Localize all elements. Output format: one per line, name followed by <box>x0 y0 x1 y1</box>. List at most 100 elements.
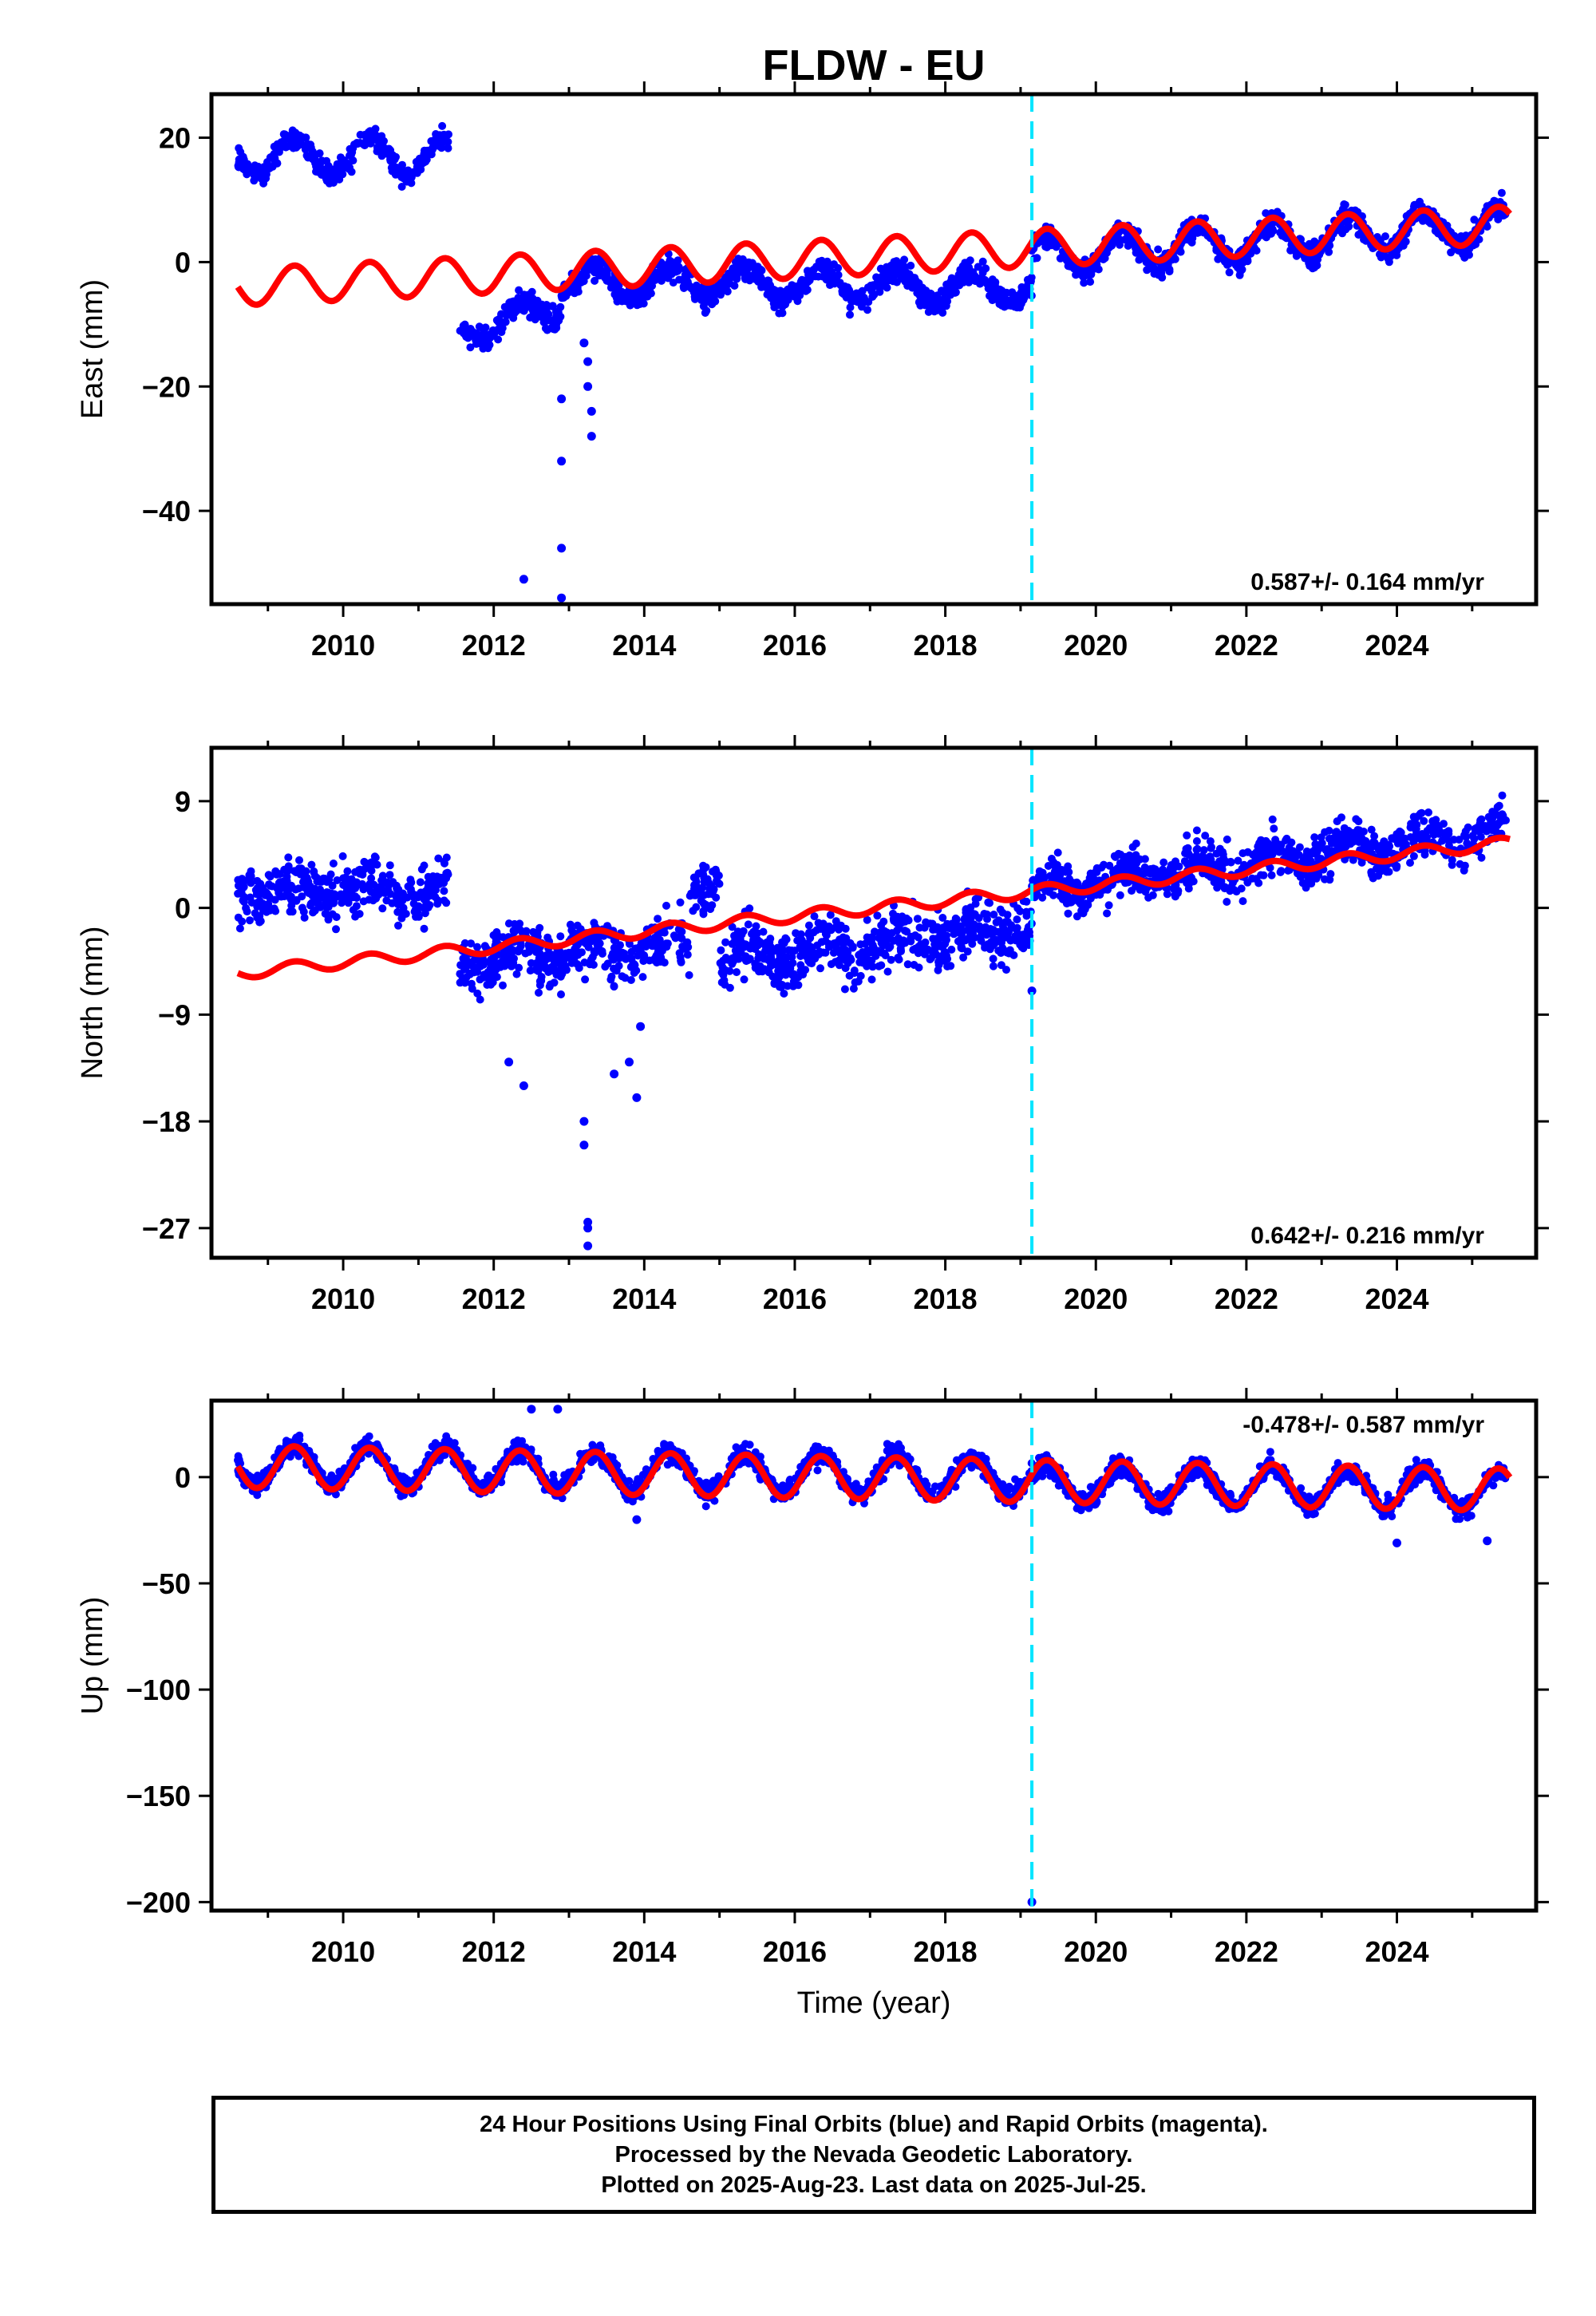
data-point <box>1295 843 1304 852</box>
data-point <box>946 288 955 297</box>
data-point <box>527 958 535 967</box>
x-tick-label: 2022 <box>1215 1282 1278 1315</box>
data-point <box>669 279 678 287</box>
data-point <box>1114 238 1123 247</box>
data-point <box>1161 263 1169 272</box>
data-point <box>1206 852 1215 861</box>
data-point <box>634 951 642 960</box>
data-point <box>298 892 306 901</box>
data-point <box>692 903 701 911</box>
data-point <box>427 150 436 159</box>
data-point <box>1460 861 1469 870</box>
data-point <box>484 344 492 353</box>
data-point <box>429 872 437 880</box>
data-point <box>630 969 638 977</box>
data-point <box>910 961 918 969</box>
data-point <box>626 295 635 304</box>
data-point <box>829 948 838 957</box>
data-point <box>310 888 319 897</box>
y-tick-label: 20 <box>159 122 191 155</box>
data-point <box>1468 832 1477 840</box>
data-point <box>1367 825 1376 834</box>
data-point <box>1217 877 1226 886</box>
data-point <box>423 892 432 901</box>
data-point <box>1051 873 1060 882</box>
data-point <box>1296 872 1305 881</box>
outlier-point <box>632 1093 642 1102</box>
data-point <box>393 907 402 916</box>
data-point <box>1201 832 1210 840</box>
data-point <box>1238 897 1247 906</box>
data-point <box>903 914 911 923</box>
data-point <box>964 926 972 935</box>
data-point <box>890 258 899 267</box>
data-point <box>1239 864 1248 872</box>
data-point <box>857 302 866 311</box>
data-point <box>1158 273 1167 282</box>
data-point <box>1424 808 1432 816</box>
outlier-point <box>557 543 567 553</box>
data-point <box>654 948 662 957</box>
data-point <box>1282 834 1291 843</box>
data-point <box>1406 823 1415 832</box>
y-tick-label: −9 <box>158 998 191 1031</box>
data-point <box>273 140 282 148</box>
data-point <box>743 259 752 267</box>
data-point <box>1489 826 1498 835</box>
data-point <box>875 962 883 970</box>
data-point <box>941 948 950 957</box>
data-point <box>1498 810 1507 819</box>
data-point <box>1361 836 1370 845</box>
y-tick-label: −27 <box>142 1212 191 1245</box>
data-point <box>1188 858 1197 867</box>
data-point <box>773 943 782 952</box>
data-point <box>778 938 786 947</box>
data-point <box>757 275 766 283</box>
data-point <box>644 279 652 288</box>
data-point <box>480 942 489 951</box>
data-point <box>515 286 523 294</box>
data-point <box>895 938 903 946</box>
x-tick-label: 2012 <box>462 1282 526 1315</box>
data-point <box>490 968 499 977</box>
x-tick-label: 2016 <box>763 629 827 662</box>
data-point <box>698 891 707 899</box>
data-point <box>883 967 892 976</box>
data-point <box>990 911 998 919</box>
data-point <box>1337 813 1345 822</box>
data-point <box>999 924 1008 933</box>
data-point <box>541 316 550 325</box>
data-point <box>626 976 635 984</box>
data-point <box>965 935 974 943</box>
data-point <box>1223 898 1231 906</box>
data-point <box>814 951 823 958</box>
data-point <box>316 160 324 168</box>
data-point <box>1235 271 1244 279</box>
data-point <box>1134 867 1143 875</box>
data-point <box>796 961 805 970</box>
data-point <box>300 913 309 922</box>
data-point <box>329 860 338 868</box>
data-point <box>386 146 395 155</box>
data-point <box>867 933 876 942</box>
data-point <box>1183 831 1191 840</box>
x-tick-label: 2012 <box>462 629 526 662</box>
outlier-point <box>583 1241 593 1251</box>
data-point <box>602 276 611 285</box>
data-point <box>351 892 360 901</box>
data-point <box>1132 840 1140 848</box>
data-point <box>988 275 997 284</box>
data-point <box>1306 262 1314 271</box>
data-point <box>711 297 720 306</box>
panel-data <box>234 1405 1513 1907</box>
data-point <box>656 941 665 950</box>
data-point <box>804 921 813 930</box>
data-point <box>770 303 779 312</box>
data-point <box>870 282 879 290</box>
data-point <box>1345 222 1353 231</box>
data-point <box>699 865 708 874</box>
data-point <box>333 892 341 901</box>
data-point <box>1331 828 1340 837</box>
data-point <box>633 301 642 310</box>
data-point <box>987 938 996 946</box>
